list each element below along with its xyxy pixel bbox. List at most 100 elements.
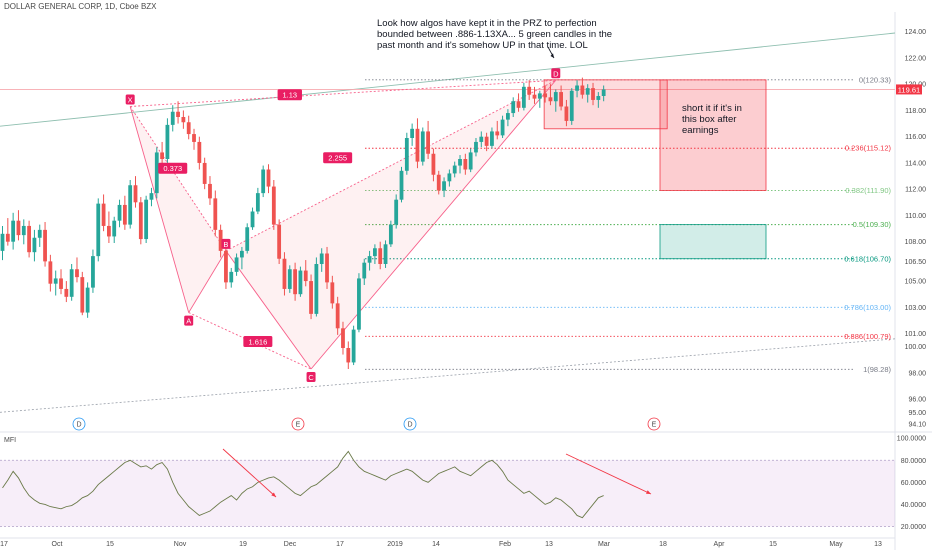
candle-body (213, 198, 218, 230)
pattern-ratio-badge (277, 89, 302, 101)
pattern-ratio-badge (323, 152, 353, 164)
candle-body (314, 264, 319, 314)
pattern-ratio-xb (129, 106, 227, 252)
candle-body (186, 122, 191, 135)
fib-level-label: 0.5(109.30) (853, 220, 892, 229)
event-marker-dividend (403, 417, 417, 431)
candle-body (404, 138, 409, 171)
candle-body (420, 131, 425, 162)
candle-body (59, 278, 63, 289)
candle-body (479, 136, 484, 142)
event-marker-earnings (291, 417, 305, 431)
target-zone-box (659, 224, 767, 260)
pattern-ratio-label: 0.373 (163, 164, 182, 173)
candle-body (192, 134, 196, 142)
time-axis-label: 17 (336, 541, 344, 548)
candle-body (447, 173, 452, 182)
pattern-point-label: B (223, 240, 228, 249)
candle-body (27, 225, 31, 253)
box-annotation-note: short it if it's in this box after earni… (682, 103, 742, 136)
pattern-ratio-bd (225, 79, 556, 252)
price-axis-tick-label: 94.10 (908, 422, 926, 429)
candle-body (266, 169, 271, 187)
pattern-point-label: D (553, 69, 559, 78)
pattern-xab-fill (130, 106, 226, 313)
candle-body (346, 348, 351, 363)
price-axis-tick-label: 95.00 (908, 410, 926, 417)
candle-body (415, 128, 420, 162)
candle-body (319, 253, 324, 264)
candle-body (202, 162, 207, 184)
top-annotation-note: Look how algos have kept it in the PRZ t… (377, 18, 613, 51)
current-price-value: 119.61 (898, 85, 920, 94)
candle-body (436, 174, 441, 191)
time-axis-label: 18 (659, 541, 667, 548)
candle-body (128, 185, 133, 225)
candle-body (580, 85, 585, 95)
candle-body (367, 256, 372, 263)
pattern-point-x-marker (125, 94, 135, 105)
mfi-axis-tick-label: 20.0000 (901, 524, 926, 531)
candle-body (298, 270, 303, 295)
pattern-ratio-label: 1.616 (248, 337, 267, 346)
candle-body (287, 269, 292, 289)
candle-body (458, 159, 462, 166)
candle-body (357, 278, 361, 330)
candle-body (21, 225, 26, 236)
candle-body (559, 92, 563, 107)
candle-body (537, 93, 542, 99)
candle-body (335, 303, 340, 329)
candle-body (596, 96, 601, 100)
pattern-leg-xa (129, 106, 190, 313)
candle-body (165, 124, 170, 159)
candle-body (463, 159, 468, 170)
candle-body (452, 165, 457, 174)
candle-body (245, 227, 250, 251)
candle-body (388, 224, 393, 245)
candle-body (85, 287, 90, 313)
candle-body (122, 204, 127, 225)
candle-body (309, 281, 313, 314)
fib-level-label: 0.236(115.12) (845, 144, 892, 153)
pattern-ratio-ac (188, 312, 312, 370)
candle-body (224, 250, 228, 283)
price-axis-tick-label: 124.00 (905, 29, 927, 36)
price-axis-tick-label: 116.00 (905, 134, 926, 141)
candle-body (351, 329, 356, 363)
fib-level-label: 0(120.33) (859, 75, 892, 84)
pattern-ratio-badge (158, 162, 188, 174)
price-axis-tick-label: 101.00 (905, 331, 927, 338)
candle-body (303, 270, 308, 282)
candle-body (564, 106, 569, 121)
time-axis-label: 15 (106, 541, 114, 548)
candle-body (160, 152, 164, 159)
candle-body (37, 229, 42, 238)
pattern-point-d-marker (551, 68, 561, 79)
candle-body (48, 261, 53, 284)
candle-body (575, 85, 579, 91)
candle-body (197, 141, 202, 163)
price-axis-tick-label: 122.00 (905, 55, 927, 62)
price-axis-tick-label: 103.00 (905, 305, 927, 312)
price-axis-tick-label: 110.00 (905, 213, 926, 220)
price-axis-tick-label: 118.00 (905, 108, 926, 115)
candle-body (0, 233, 5, 251)
candle-body (431, 153, 436, 175)
candle-body (468, 152, 473, 170)
candle-body (293, 269, 297, 295)
candle-body (234, 257, 239, 272)
candle-body (553, 92, 558, 102)
time-axis-label: 13 (874, 541, 882, 548)
candle-body (521, 86, 526, 108)
price-axis-tick-label: 112.00 (905, 187, 926, 194)
candle-body (426, 131, 430, 154)
candle-body (96, 203, 101, 257)
candle-body (250, 211, 255, 228)
pattern-leg-bc (225, 250, 312, 370)
pattern-point-b-marker (221, 238, 231, 249)
candle-body (43, 229, 47, 262)
mfi-divergence-arrow-right (565, 453, 652, 495)
pattern-ratio-label: 2.255 (328, 154, 347, 163)
mfi-divergence-arrow-left-head (271, 492, 276, 497)
